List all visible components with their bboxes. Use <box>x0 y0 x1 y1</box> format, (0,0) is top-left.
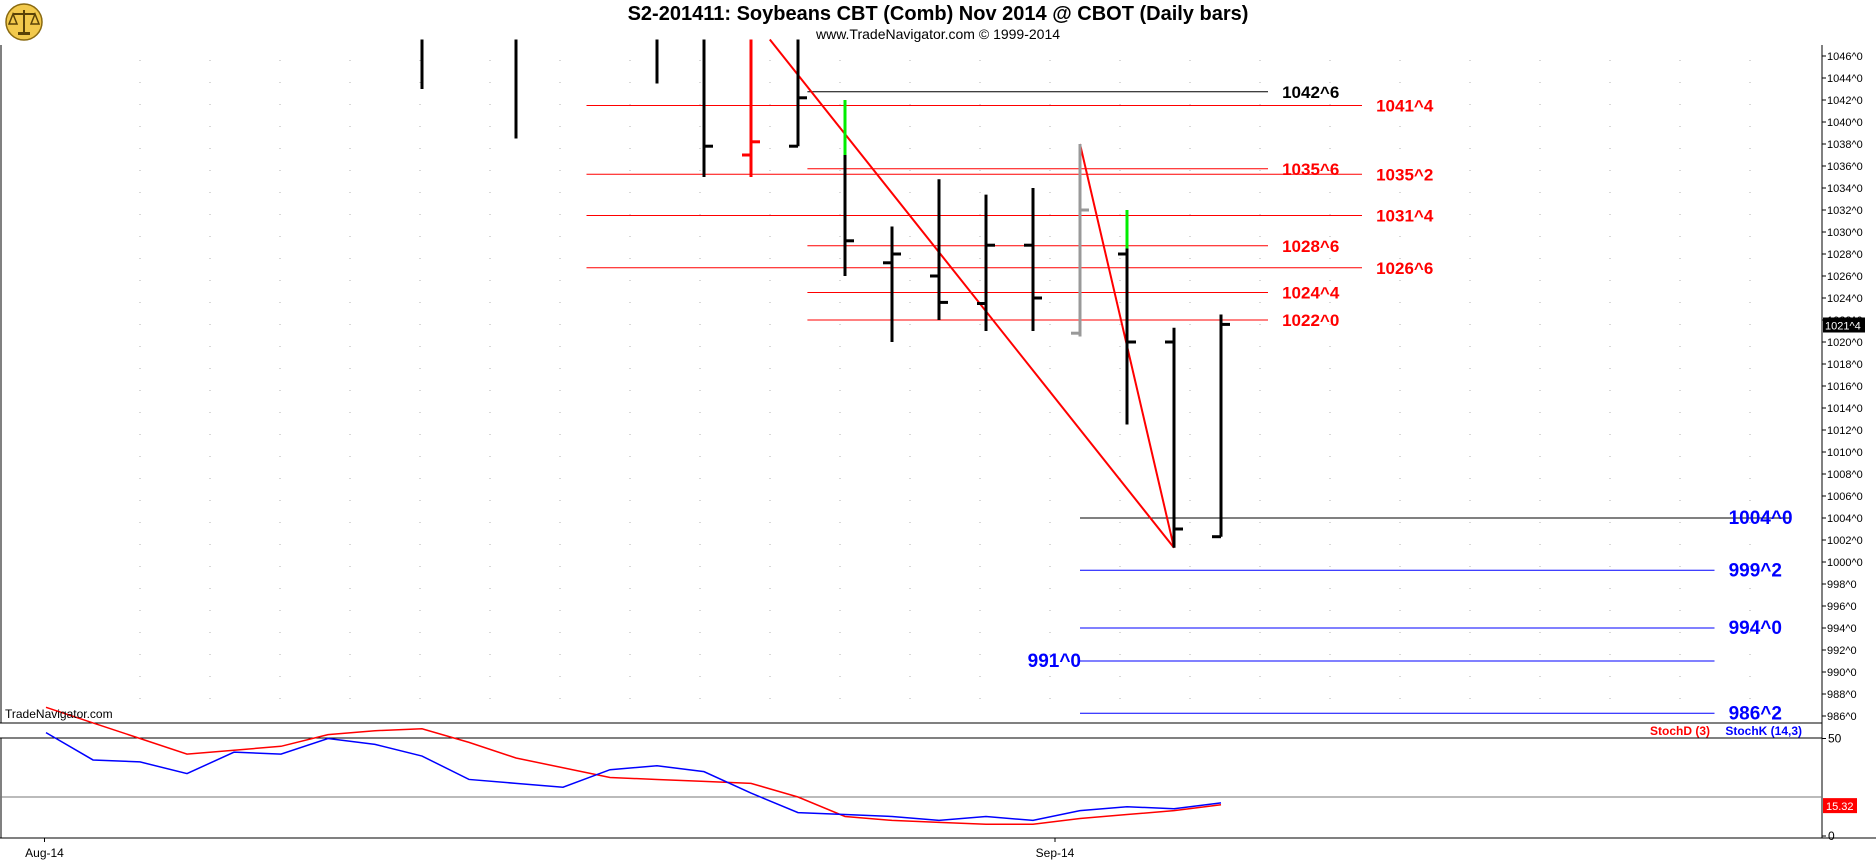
chart-subtitle: www.TradeNavigator.com © 1999-2014 <box>815 26 1061 42</box>
stochastic-pane: 50 0 StochD (3) StochK (14,3) 15.32 <box>0 706 1876 843</box>
price-tick-label: 1004^0 <box>1827 513 1863 525</box>
stoch-legend: StochD (3) StochK (14,3) <box>1650 724 1802 738</box>
x-tick-label: Aug-14 <box>25 846 64 860</box>
price-tick-label: 1020^0 <box>1827 337 1863 349</box>
level-label: 1026^6 <box>1376 259 1433 278</box>
price-tick-label: 1014^0 <box>1827 403 1863 415</box>
level-label: 1028^6 <box>1282 237 1339 256</box>
level-label: 1031^4 <box>1376 207 1434 226</box>
price-tick-label: 1038^0 <box>1827 139 1863 151</box>
price-tick-label: 998^0 <box>1827 579 1857 591</box>
level-label: 1041^4 <box>1376 97 1434 116</box>
watermark-text: TradeNavigator.com <box>5 707 113 721</box>
price-tick-label: 1000^0 <box>1827 557 1863 569</box>
price-tick-label: 1026^0 <box>1827 271 1863 283</box>
price-tick-label: 990^0 <box>1827 667 1857 679</box>
price-tick-label: 1036^0 <box>1827 161 1863 173</box>
price-tick-label: 1008^0 <box>1827 469 1863 481</box>
stoch-last-value-label: 15.32 <box>1826 801 1854 813</box>
price-bar <box>1024 188 1042 331</box>
price-tick-label: 1016^0 <box>1827 381 1863 393</box>
level-label: 994^0 <box>1729 618 1782 639</box>
legend-stochd: StochD (3) <box>1650 724 1710 738</box>
last-price-label: 1021^4 <box>1825 321 1861 333</box>
price-tick-label: 1018^0 <box>1827 359 1863 371</box>
price-bar <box>789 39 807 148</box>
price-tick-label: 1010^0 <box>1827 447 1863 459</box>
level-label: 1035^2 <box>1376 165 1433 184</box>
price-axis: 986^0 988^0 990^0 992^0 994^0 996^0 998^0 1000^… <box>1822 51 1865 723</box>
price-bar <box>742 39 760 177</box>
price-tick-label: 1034^0 <box>1827 183 1863 195</box>
price-tick-label: 992^0 <box>1827 645 1857 657</box>
price-tick-label: 1032^0 <box>1827 205 1863 217</box>
price-tick-label: 1006^0 <box>1827 491 1863 503</box>
price-tick-label: 1030^0 <box>1827 227 1863 239</box>
price-bar <box>843 100 854 276</box>
price-bar <box>1071 144 1089 337</box>
price-grid <box>139 60 1751 718</box>
stoch-series-line <box>45 732 1222 822</box>
price-tick-label: 1046^0 <box>1827 51 1863 63</box>
price-bar <box>930 179 948 320</box>
level-label: 1004^0 <box>1729 508 1793 529</box>
trendline <box>769 38 1175 549</box>
price-tick-label: 1012^0 <box>1827 425 1863 437</box>
price-bar <box>883 226 901 342</box>
price-bar <box>1212 314 1230 539</box>
price-tick-label: 996^0 <box>1827 601 1857 613</box>
stoch-last-value-marker <box>1823 798 1857 814</box>
price-tick-label: 1044^0 <box>1827 73 1863 85</box>
level-label: 1035^6 <box>1282 160 1339 179</box>
x-tick-label: Sep-14 <box>1036 846 1075 860</box>
price-bar <box>1165 327 1183 548</box>
price-tick-label: 994^0 <box>1827 623 1857 635</box>
level-label: 1042^6 <box>1282 83 1339 102</box>
stoch-series-line <box>45 706 1222 826</box>
price-bar <box>977 194 995 331</box>
price-pane: 986^0 988^0 990^0 992^0 994^0 996^0 998^0 1000^… <box>0 38 1865 838</box>
level-label: 1024^4 <box>1282 284 1340 303</box>
level-lines: 1042^6 1041^4 1035^6 1035^2 1031^4 1028^6 1026… <box>586 83 1793 724</box>
stoch-tick-label: 50 <box>1828 732 1842 746</box>
chart-title: S2-201411: Soybeans CBT (Comb) Nov 2014 … <box>627 3 1249 25</box>
price-bar <box>1118 210 1136 425</box>
legend-stochk: StochK (14,3) <box>1725 724 1802 738</box>
x-axis: Aug-14 Sep-14 <box>25 838 1075 860</box>
level-label: 986^2 <box>1729 703 1782 724</box>
scales-of-justice-icon <box>5 3 43 41</box>
trendlines <box>769 38 1175 549</box>
price-tick-label: 1040^0 <box>1827 117 1863 129</box>
price-tick-label: 986^0 <box>1827 711 1857 723</box>
price-tick-label: 1028^0 <box>1827 249 1863 261</box>
price-tick-label: 1024^0 <box>1827 293 1863 305</box>
level-label: 991^0 <box>1028 651 1081 672</box>
ohlc-bars <box>420 39 1230 548</box>
stoch-axis: 50 0 <box>1822 732 1842 843</box>
price-tick-label: 1002^0 <box>1827 535 1863 547</box>
stoch-tick-label: 0 <box>1828 829 1835 843</box>
price-tick-label: 1042^0 <box>1827 95 1863 107</box>
level-label: 1022^0 <box>1282 311 1339 330</box>
level-label: 999^2 <box>1729 560 1782 581</box>
price-bar <box>702 39 713 177</box>
price-tick-label: 988^0 <box>1827 689 1857 701</box>
last-price-marker <box>1823 317 1865 333</box>
